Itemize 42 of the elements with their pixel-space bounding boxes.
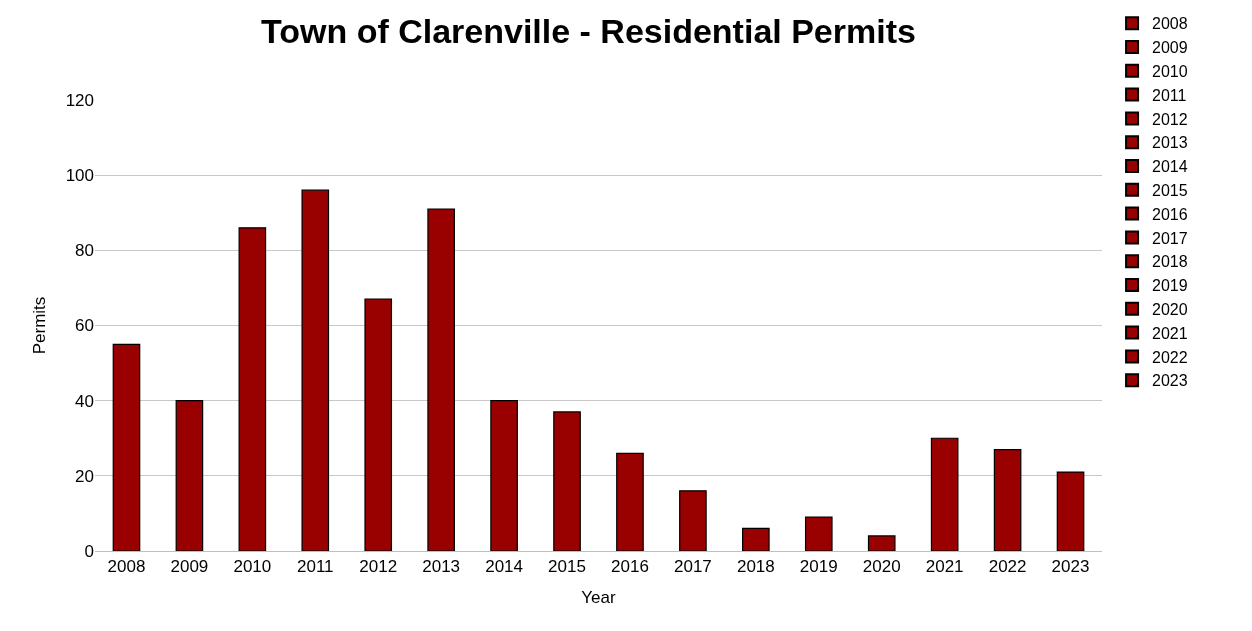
y-tick-label: 20 bbox=[75, 466, 94, 486]
legend-label: 2016 bbox=[1152, 205, 1188, 223]
legend-label: 2023 bbox=[1152, 372, 1188, 390]
legend-label: 2010 bbox=[1152, 63, 1188, 81]
legend-label: 2017 bbox=[1152, 229, 1188, 247]
x-tick-label: 2009 bbox=[170, 557, 209, 577]
x-tick-label: 2020 bbox=[862, 557, 901, 577]
legend-label: 2018 bbox=[1152, 253, 1188, 271]
legend-label: 2014 bbox=[1152, 158, 1188, 176]
x-tick-label: 2014 bbox=[485, 557, 523, 577]
x-tick-label: 2008 bbox=[107, 557, 146, 577]
legend-label: 2021 bbox=[1152, 324, 1188, 342]
y-tick-label: 100 bbox=[65, 166, 94, 186]
x-tick-label: 2018 bbox=[736, 557, 775, 577]
legend-label: 2019 bbox=[1152, 277, 1188, 295]
x-tick-label: 2019 bbox=[799, 557, 838, 577]
x-tick-label: 2010 bbox=[233, 557, 272, 577]
x-tick-label: 2016 bbox=[611, 557, 649, 577]
legend-label: 2015 bbox=[1152, 182, 1188, 200]
x-tick-label: 2023 bbox=[1051, 557, 1090, 577]
x-tick-label: 2021 bbox=[925, 557, 964, 577]
y-tick-label: 40 bbox=[75, 391, 94, 411]
legend-label: 2020 bbox=[1152, 301, 1188, 319]
y-tick-label: 60 bbox=[75, 316, 94, 336]
legend-label: 2008 bbox=[1152, 15, 1188, 33]
legend-label: 2011 bbox=[1152, 86, 1187, 104]
x-tick-label: 2011 bbox=[297, 557, 334, 577]
x-tick-label: 2015 bbox=[548, 557, 586, 577]
chart-title: Town of Clarenville - Residential Permits bbox=[260, 11, 916, 50]
x-tick-label: 2017 bbox=[674, 557, 712, 577]
legend-label: 2009 bbox=[1152, 39, 1188, 57]
x-tick-label: 2013 bbox=[422, 557, 461, 577]
y-tick-label: 120 bbox=[65, 90, 94, 110]
legend-label: 2012 bbox=[1152, 110, 1188, 128]
y-tick-label: 0 bbox=[84, 541, 94, 561]
legend-label: 2013 bbox=[1152, 134, 1188, 152]
x-axis-title: Year bbox=[581, 587, 617, 607]
x-tick-label: 2012 bbox=[359, 557, 398, 577]
legend-label: 2022 bbox=[1152, 348, 1188, 366]
y-tick-label: 80 bbox=[75, 241, 94, 261]
y-axis-title: Permits bbox=[30, 296, 50, 355]
x-tick-label: 2022 bbox=[988, 557, 1027, 577]
